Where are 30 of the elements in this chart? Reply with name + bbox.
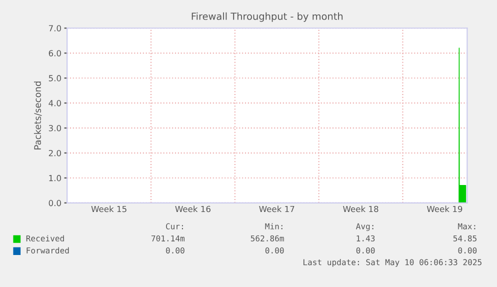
- y-tick-label: 3.0: [48, 124, 61, 132]
- y-tick-label: 5.0: [48, 75, 61, 82]
- chart-title: Firewall Throughput - by month: [192, 12, 343, 22]
- x-tick-label: Week 15: [91, 206, 126, 212]
- text: Max:: [458, 223, 476, 230]
- x-tick-label: Week 16: [175, 206, 210, 212]
- y-tick-label: 6.0: [48, 50, 61, 56]
- text: 701.14m: [151, 235, 184, 242]
- y-tick-label: 2.0: [48, 150, 61, 156]
- y-axis-title: Packets/second: [34, 82, 42, 150]
- text: Min:: [265, 223, 282, 230]
- text: 0.00: [458, 247, 477, 254]
- text: Avg:: [356, 223, 374, 231]
- text: 0.00: [265, 247, 284, 254]
- y-tick-label: 1.0: [49, 174, 61, 182]
- x-tick-label: Week 19: [426, 206, 462, 212]
- x-tick-label: Week 17: [259, 206, 294, 212]
- text: 0.00: [166, 247, 184, 254]
- legend-label: Received: [26, 235, 64, 242]
- text: Last update: Sat May 10 06:06:33 2025: [303, 259, 482, 267]
- x-tick-label: Week 18: [343, 206, 378, 212]
- y-tick-label: 4.0: [48, 100, 61, 106]
- legend-label: Forwarded: [26, 247, 69, 254]
- y-tick-label: 0.0: [48, 200, 61, 206]
- text: 1.43: [356, 235, 375, 242]
- text: 562.86m: [250, 235, 284, 242]
- text: Cur:: [166, 223, 183, 230]
- y-tick-label: 7.0: [48, 25, 61, 32]
- text: 54.85: [453, 235, 476, 242]
- text: 0.00: [356, 247, 375, 254]
